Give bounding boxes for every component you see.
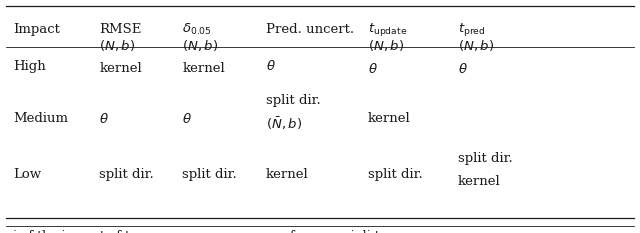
Text: $\delta_{0.05}$: $\delta_{0.05}$ [182,22,212,37]
Text: split dir.: split dir. [99,168,154,181]
Text: Impact: Impact [13,23,60,36]
Text: kernel: kernel [458,175,500,188]
Text: $(\bar{N}, b)$: $(\bar{N}, b)$ [266,115,302,132]
Text: kernel: kernel [266,168,308,181]
Text: kernel: kernel [368,112,411,125]
Text: High: High [13,60,45,73]
Text: $\theta$: $\theta$ [368,62,378,76]
Text: split dir.: split dir. [458,152,513,165]
Text: $\theta$: $\theta$ [266,59,275,73]
Text: $\theta$: $\theta$ [458,62,467,76]
Text: kernel: kernel [99,62,142,75]
Text: $(N, b)$: $(N, b)$ [458,38,494,53]
Text: split dir.: split dir. [182,168,237,181]
Text: split dir.: split dir. [266,94,321,107]
Text: Low: Low [13,168,41,181]
Text: $(N, b)$: $(N, b)$ [182,38,219,53]
Text: RMSE: RMSE [99,23,141,36]
Text: i of the impact of t                                        f              i di : i of the impact of t f i di [13,230,380,233]
Text: $\theta$: $\theta$ [182,112,192,126]
Text: $\theta$: $\theta$ [99,112,109,126]
Text: $t_{\mathrm{update}}$: $t_{\mathrm{update}}$ [368,21,408,38]
Text: $(N, b)$: $(N, b)$ [368,38,404,53]
Text: kernel: kernel [182,62,225,75]
Text: Medium: Medium [13,112,68,125]
Text: split dir.: split dir. [368,168,423,181]
Text: Pred. uncert.: Pred. uncert. [266,23,354,36]
Text: $(N, b)$: $(N, b)$ [99,38,136,53]
Text: $t_{\mathrm{pred}}$: $t_{\mathrm{pred}}$ [458,21,485,38]
